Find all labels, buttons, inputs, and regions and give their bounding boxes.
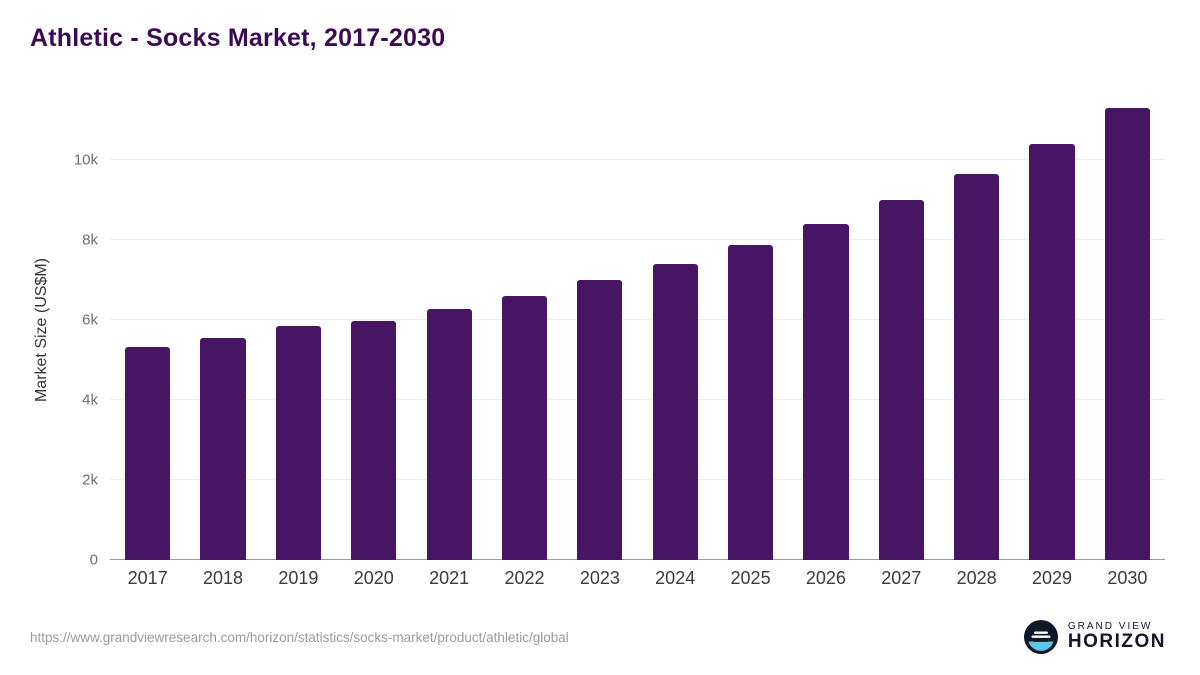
bar-2025[interactable] [727,244,774,560]
bar-2028[interactable] [954,174,1000,560]
x-tick-label: 2022 [504,568,545,588]
x-tick-label: 2027 [881,568,922,588]
y-tick-label: 0 [89,551,98,569]
x-tick-label: 2019 [278,568,319,588]
x-tick-label: 2021 [429,568,470,588]
bar-2029[interactable] [1029,144,1075,560]
x-tick-label: 2018 [203,568,244,588]
bar-slot [864,100,939,560]
bar-slot [1014,100,1089,560]
y-tick-label: 10k [73,151,98,169]
x-tick-label: 2023 [579,568,620,588]
x-tick-label: 2030 [1107,568,1148,588]
x-tick-label: 2026 [805,568,846,588]
bar-slot [336,100,411,560]
bar-2026[interactable] [803,224,849,560]
bar-2022[interactable] [501,296,548,560]
x-tick-label: 2020 [353,568,394,588]
bar-2030[interactable] [1104,108,1150,560]
horizon-logo-icon [1023,620,1058,654]
x-tick-label: 2024 [655,568,696,588]
y-tick-label: 4k [82,391,98,409]
bar-2024[interactable] [652,264,698,560]
bar-2017[interactable] [125,346,171,560]
bar-slot [713,100,788,560]
x-tick-label: 2025 [730,568,771,588]
gridline [110,239,1165,240]
bar-slot [638,100,713,560]
x-axis-line [110,559,1165,560]
plot-area [110,100,1165,560]
chart-title: Athletic - Socks Market, 2017-2030 [30,24,446,52]
x-tick-label: 2028 [956,568,997,588]
bar-slot [939,100,1014,560]
source-url: https://www.grandviewresearch.com/horizo… [30,630,569,645]
gridline [110,399,1165,400]
x-tick-label: 2029 [1031,568,1073,588]
y-tick-label: 2k [82,471,98,489]
bar-slot [1090,100,1165,560]
bar-slot [185,100,260,560]
x-tick-label: 2017 [127,568,168,588]
brand-logo: GRAND VIEW HORIZON [1023,620,1166,654]
x-axis-tick-labels: 2017 2018 2019 2020 2021 2022 2023 2024 2025 2026… [110,568,1165,589]
gridline [110,159,1165,160]
bar-slot [562,100,637,560]
bar-slot [788,100,863,560]
y-axis-tick-labels: 0 2k 4k 6k 8k 10k [0,100,98,569]
bar-2027[interactable] [878,200,924,560]
bar-2020[interactable] [351,320,397,560]
bar-2018[interactable] [200,337,246,560]
bar-2019[interactable] [275,325,321,560]
bar-slot [110,100,185,560]
bar-2023[interactable] [577,280,623,560]
gridline [110,319,1165,320]
bar-slot [261,100,336,560]
brand-logo-text: GRAND VIEW HORIZON [1068,621,1166,653]
y-tick-label: 8k [82,231,98,249]
bar-slot [411,100,486,560]
brand-name-bottom: HORIZON [1067,631,1166,653]
bar-2021[interactable] [426,308,472,560]
y-tick-label: 6k [82,311,98,329]
brand-name-top: GRAND VIEW [1067,621,1153,633]
bar-slot [487,100,562,560]
gridline [110,479,1165,480]
bar-series [110,100,1165,560]
